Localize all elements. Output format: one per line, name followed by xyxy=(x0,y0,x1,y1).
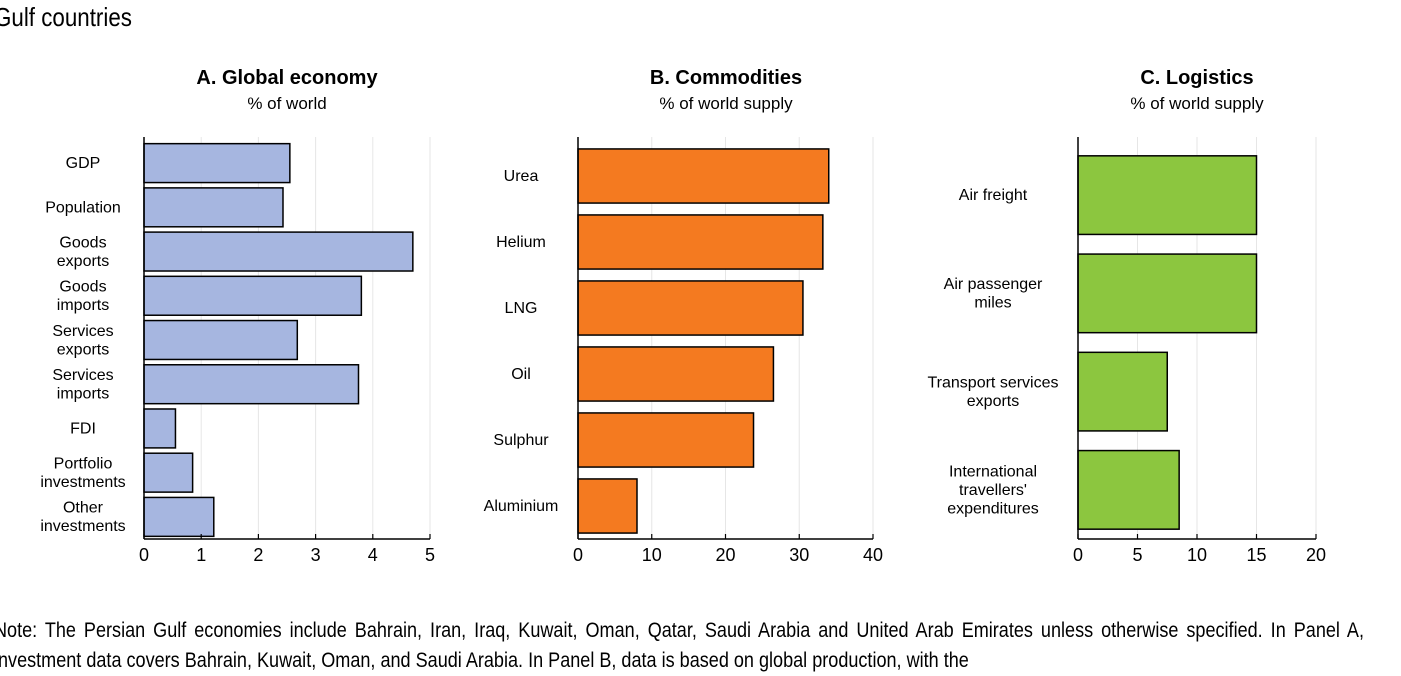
bar xyxy=(1077,351,1168,432)
bar xyxy=(143,142,291,184)
panel-subtitle: % of world supply xyxy=(1130,94,1264,113)
category-label: Population xyxy=(45,199,121,216)
category-label: Aluminium xyxy=(484,498,559,515)
category-label: Urea xyxy=(504,168,539,185)
category-label: Air freight xyxy=(959,187,1028,204)
x-tick-label: 1 xyxy=(196,545,206,565)
bar xyxy=(1077,155,1258,236)
chart-panel-3: C. Logistics % of world supply Air freight… xyxy=(928,67,1327,565)
category-label: GDP xyxy=(66,155,101,172)
bar xyxy=(143,319,299,361)
panel-subtitle: % of world supply xyxy=(659,94,793,113)
category-label: Goods exports xyxy=(57,234,109,269)
category-label: Services imports xyxy=(52,367,113,403)
bar xyxy=(577,148,830,204)
category-label: Portfolio investments xyxy=(40,455,125,491)
category-label: FDI xyxy=(70,420,96,437)
chart-note: Note: The Persian Gulf economies include… xyxy=(0,619,1364,672)
page-title: Gulf countries xyxy=(0,2,132,32)
chart-figure: A. Global economy % of world GDP Population… xyxy=(40,67,1327,565)
panel-subtitle: % of world xyxy=(247,94,326,113)
x-tick-label: 0 xyxy=(573,545,583,565)
category-label: Transport services exports xyxy=(928,374,1059,410)
panel-title: A. Global economy xyxy=(196,67,378,89)
x-tick-label: 0 xyxy=(139,545,149,565)
x-tick-label: 15 xyxy=(1246,545,1266,565)
bar xyxy=(143,231,414,272)
x-tick-label: 0 xyxy=(1073,545,1083,565)
category-label: Services exports xyxy=(52,323,113,359)
bar xyxy=(143,408,177,449)
bar xyxy=(143,275,363,316)
bar xyxy=(1077,449,1180,530)
x-tick-label: 10 xyxy=(1187,545,1207,565)
bar xyxy=(143,452,194,493)
panel-title: C. Logistics xyxy=(1140,67,1253,89)
x-tick-label: 5 xyxy=(1132,545,1142,565)
x-tick-label: 20 xyxy=(1306,545,1326,565)
category-label: Other investments xyxy=(40,500,125,536)
bar xyxy=(577,412,755,468)
x-tick-label: 20 xyxy=(715,545,735,565)
x-tick-label: 10 xyxy=(642,545,662,565)
bar xyxy=(577,478,638,534)
category-label: LNG xyxy=(505,300,538,317)
x-tick-label: 4 xyxy=(368,545,378,565)
bar xyxy=(143,187,284,228)
x-tick-label: 3 xyxy=(311,545,321,565)
category-label: Sulphur xyxy=(493,432,549,449)
chart-panel-1: A. Global economy % of world GDP Population… xyxy=(40,67,435,565)
bar xyxy=(143,496,215,538)
category-label: Helium xyxy=(496,234,546,251)
category-label: Air passenger miles xyxy=(944,276,1043,312)
bar xyxy=(143,364,360,405)
category-label: Oil xyxy=(511,366,531,383)
bar xyxy=(577,280,804,336)
panel-title: B. Commodities xyxy=(650,67,802,89)
x-tick-label: 5 xyxy=(425,545,435,565)
chart-panel-2: B. Commodities % of world supply Urea Heliu… xyxy=(484,67,883,565)
bar xyxy=(1077,253,1258,334)
x-tick-label: 30 xyxy=(789,545,809,565)
category-label: International travellers' expenditures xyxy=(947,463,1039,517)
bar xyxy=(577,214,824,270)
x-tick-label: 2 xyxy=(253,545,263,565)
x-tick-label: 40 xyxy=(863,545,883,565)
category-label: Goods imports xyxy=(57,279,109,315)
bar xyxy=(577,346,775,402)
